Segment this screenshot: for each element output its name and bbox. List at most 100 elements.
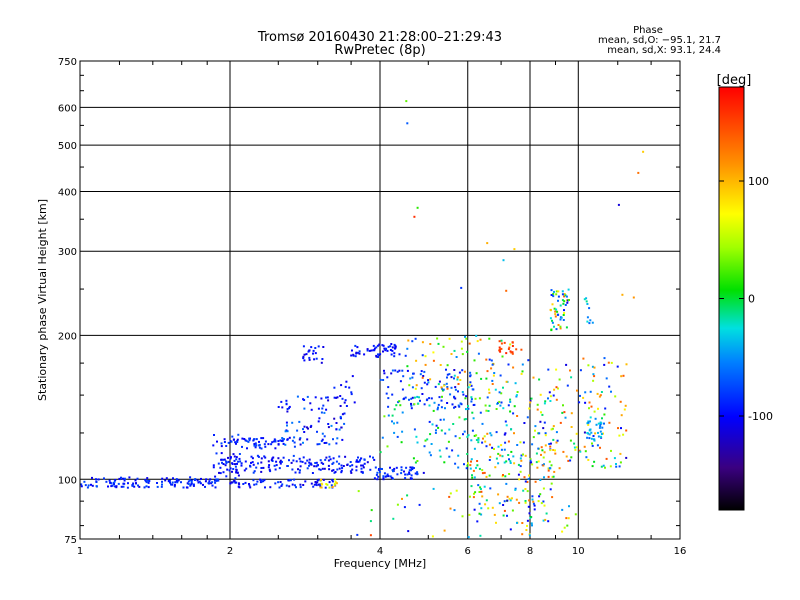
data-point [379, 451, 382, 454]
data-point [391, 346, 394, 349]
data-point [608, 421, 611, 424]
data-point [320, 361, 323, 364]
data-point [95, 485, 98, 488]
data-point [156, 482, 158, 484]
data-point [563, 526, 566, 529]
data-point [335, 428, 338, 431]
data-point [296, 429, 299, 432]
data-point [526, 519, 529, 522]
data-point [498, 340, 501, 343]
data-point [495, 521, 497, 524]
data-point [355, 459, 358, 462]
data-point [382, 350, 384, 353]
data-point [164, 479, 167, 482]
data-point [473, 434, 476, 437]
data-point [410, 469, 412, 472]
data-point [308, 458, 311, 461]
data-point [171, 481, 174, 484]
data-point [548, 443, 551, 445]
data-point [302, 357, 305, 360]
data-point [127, 482, 129, 485]
data-point [616, 365, 619, 368]
data-point [386, 445, 389, 448]
data-point [499, 404, 502, 407]
data-point [220, 445, 223, 448]
data-point [217, 462, 220, 465]
data-point [323, 467, 326, 470]
data-point [543, 421, 546, 424]
data-point [391, 420, 393, 423]
data-point [359, 459, 361, 462]
data-point [551, 321, 554, 324]
data-point [112, 482, 115, 484]
data-point [406, 473, 409, 476]
data-point [114, 479, 117, 481]
data-point [176, 481, 179, 484]
data-point [566, 524, 569, 527]
data-point [593, 366, 596, 369]
data-point [469, 381, 472, 384]
data-point [418, 396, 420, 399]
data-point [389, 345, 392, 348]
data-point [192, 484, 195, 487]
data-point [553, 307, 556, 310]
colorbar-tick-label: 0 [748, 293, 755, 306]
data-point [502, 474, 504, 476]
data-point [512, 455, 515, 458]
data-point [233, 455, 236, 458]
data-point [484, 503, 487, 506]
data-point [593, 375, 596, 378]
data-point [126, 486, 129, 489]
data-point [503, 461, 506, 464]
data-point [598, 426, 601, 429]
data-point [285, 484, 288, 487]
data-point [504, 420, 507, 423]
x-tick-label: 6 [465, 546, 471, 557]
data-point [309, 426, 312, 428]
data-point [333, 483, 336, 486]
data-point [308, 349, 311, 352]
data-point [165, 477, 168, 480]
data-point [413, 396, 416, 399]
data-point [519, 441, 522, 444]
data-point [95, 480, 98, 483]
data-point [320, 478, 322, 481]
data-point [498, 346, 501, 349]
data-point [608, 385, 611, 388]
data-point [527, 477, 530, 480]
data-point [565, 326, 568, 329]
data-point [396, 421, 399, 424]
data-point [532, 502, 535, 505]
data-point [490, 359, 493, 362]
data-point [410, 397, 413, 400]
data-point [375, 354, 378, 357]
data-point [450, 376, 453, 379]
data-point [268, 468, 271, 471]
y-tick-label: 500 [58, 141, 77, 152]
data-point [530, 516, 533, 518]
data-point [415, 435, 418, 438]
data-point [256, 454, 259, 457]
data-point [207, 482, 210, 485]
data-point [541, 413, 544, 416]
data-point [284, 430, 287, 433]
data-point [382, 379, 385, 381]
data-point [173, 485, 176, 488]
data-point [293, 478, 296, 481]
data-point [373, 349, 376, 352]
data-point [544, 434, 547, 437]
data-point [507, 363, 510, 366]
data-point [263, 479, 266, 482]
data-point [391, 393, 394, 396]
data-point [561, 508, 564, 511]
data-point [594, 417, 597, 420]
data-point [584, 401, 587, 404]
data-point [190, 479, 193, 482]
data-point [234, 441, 237, 444]
data-point [258, 446, 261, 449]
data-point [601, 417, 603, 420]
data-point [589, 390, 592, 393]
data-point [212, 464, 215, 467]
data-point [533, 504, 536, 507]
data-point [302, 355, 305, 358]
